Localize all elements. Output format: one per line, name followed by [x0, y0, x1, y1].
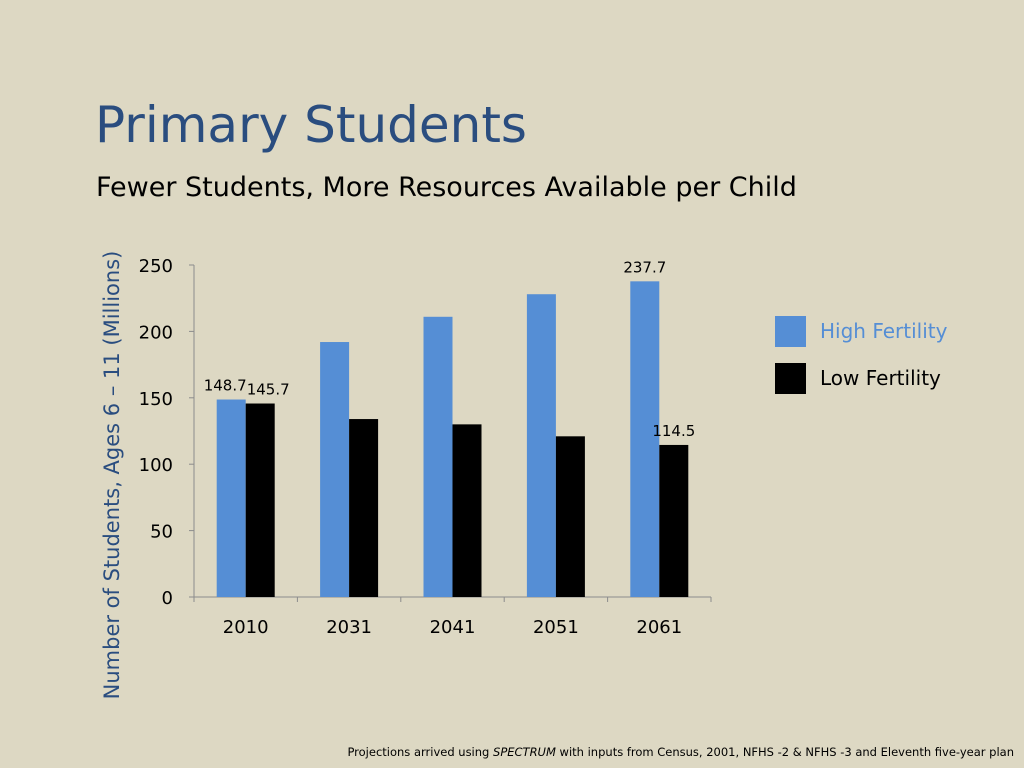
bar-high-fertility-2061: [630, 281, 660, 597]
bar-high-fertility-2031: [320, 342, 350, 597]
footnote-prefix: Projections arrived using: [347, 745, 494, 759]
legend-swatch-low-fertility: [775, 362, 806, 394]
data-label: 145.7: [247, 381, 290, 399]
legend-item-high-fertility: High Fertility: [775, 315, 947, 347]
bar-low-fertility-2031: [349, 419, 379, 597]
data-label: 114.5: [652, 422, 695, 440]
y-axis-label-container: Number of Students, Ages 6 – 11 (Million…: [96, 250, 128, 700]
legend-item-low-fertility: Low Fertility: [775, 362, 947, 394]
y-tick-label: 200: [139, 322, 173, 343]
footnote-suffix: with inputs from Census, 2001, NFHS -2 &…: [555, 745, 1014, 759]
legend-swatch-high-fertility: [775, 315, 806, 347]
y-tick-label: 50: [150, 522, 173, 543]
data-label: 148.7: [204, 377, 247, 395]
x-tick-label: 2041: [430, 617, 476, 638]
y-tick-label: 0: [162, 588, 173, 609]
slide-subtitle: Fewer Students, More Resources Available…: [96, 172, 797, 203]
y-tick-label: 250: [139, 256, 173, 277]
slide-title: Primary Students: [95, 96, 527, 154]
y-tick-label: 150: [139, 389, 173, 410]
legend-label-low-fertility: Low Fertility: [820, 366, 941, 390]
bar-high-fertility-2041: [423, 316, 453, 597]
legend: High Fertility Low Fertility: [775, 315, 947, 409]
y-tick-label: 100: [139, 455, 173, 476]
bar-high-fertility-2010: [216, 399, 246, 597]
x-tick-label: 2061: [636, 617, 682, 638]
y-axis-label: Number of Students, Ages 6 – 11 (Million…: [100, 250, 124, 700]
x-tick-label: 2031: [326, 617, 372, 638]
bar-low-fertility-2051: [555, 436, 585, 597]
footnote: Projections arrived using SPECTRUM with …: [347, 745, 1014, 759]
legend-label-high-fertility: High Fertility: [820, 319, 948, 343]
footnote-spectrum: SPECTRUM: [493, 745, 556, 759]
x-tick-label: 2010: [223, 617, 269, 638]
bar-low-fertility-2061: [659, 444, 689, 597]
data-label: 237.7: [623, 258, 666, 276]
x-tick-label: 2051: [533, 617, 579, 638]
bar-low-fertility-2010: [245, 403, 275, 597]
bar-low-fertility-2041: [452, 424, 482, 597]
bar-high-fertility-2051: [526, 294, 556, 597]
